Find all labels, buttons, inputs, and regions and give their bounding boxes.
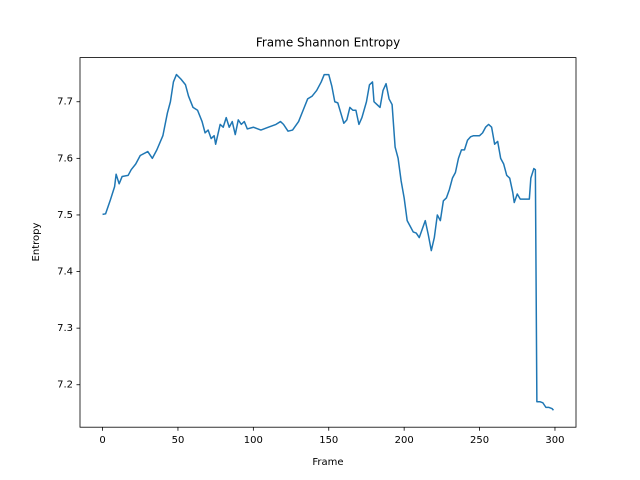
y-tick-label: 7.6 [57,153,73,164]
data-line [102,73,555,411]
plot-frame [79,57,577,428]
y-tick-label: 7.7 [57,97,73,108]
x-tick-label: 100 [244,435,263,446]
x-tick-label: 300 [545,435,564,446]
y-tick-label: 7.3 [57,323,73,334]
x-tick-label: 250 [470,435,489,446]
y-tick-label: 7.4 [57,267,73,278]
y-axis-label: Entropy [31,222,42,261]
x-tick-label: 0 [99,435,105,446]
x-tick-label: 200 [395,435,414,446]
y-tick-label: 7.2 [57,380,73,391]
chart-title: Frame Shannon Entropy [256,36,400,50]
y-tick-label: 7.5 [57,210,73,221]
x-tick-label: 50 [172,435,185,446]
x-tick-label: 150 [319,435,338,446]
x-axis-label: Frame [312,457,343,468]
